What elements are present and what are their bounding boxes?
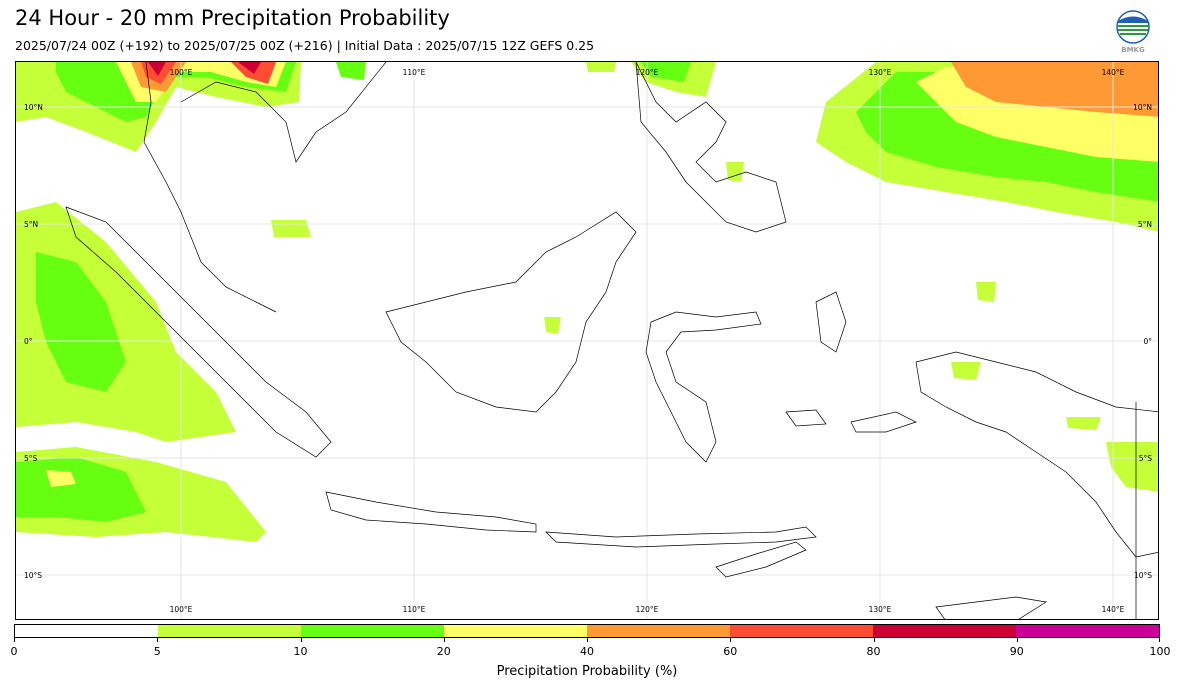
graticule: [16, 62, 1158, 619]
coastlines: [65, 62, 1158, 619]
colorbar-segment: [1016, 625, 1159, 637]
colorbar-segment: [158, 625, 301, 637]
colorbar-segment: [15, 625, 158, 637]
svg-text:110°E: 110°E: [403, 605, 426, 614]
colorbar-tick-label: 40: [580, 645, 594, 658]
colorbar-title: Precipitation Probability (%): [496, 664, 678, 679]
colorbar-tick-label: 10: [293, 645, 308, 658]
colorbar-tick: [873, 638, 875, 642]
colorbar-segment: [444, 625, 587, 637]
svg-text:10°S: 10°S: [1134, 571, 1152, 580]
colorbar-tick: [300, 638, 302, 642]
svg-text:0°: 0°: [1143, 337, 1152, 346]
colorbar-tick: [1016, 638, 1018, 642]
lon-labels-top: 100°E 110°E 120°E 130°E 140°E: [170, 68, 1125, 77]
colorbar-tick-label: 0: [10, 645, 18, 658]
svg-text:120°E: 120°E: [636, 68, 659, 77]
svg-text:5°N: 5°N: [24, 220, 38, 229]
colorbar-segment: [730, 625, 873, 637]
svg-text:120°E: 120°E: [636, 605, 659, 614]
colorbar-tick-label: 100: [1149, 645, 1171, 658]
svg-text:140°E: 140°E: [1102, 68, 1125, 77]
chart-title: 24 Hour - 20 mm Precipitation Probabilit…: [15, 6, 450, 30]
bmkg-logo: BMKG: [1116, 10, 1150, 54]
svg-text:5°N: 5°N: [1138, 220, 1152, 229]
svg-text:0°: 0°: [24, 337, 33, 346]
colorbar-segment: [587, 625, 730, 637]
colorbar-tick: [730, 638, 732, 642]
colorbar-tick: [157, 638, 159, 642]
lon-labels-bottom: 100°E 110°E 120°E 130°E 140°E: [170, 605, 1125, 614]
colorbar-tick: [14, 638, 15, 642]
logo-text: BMKG: [1121, 46, 1145, 54]
colorbar-tick: [443, 638, 445, 642]
colorbar-tick-label: 20: [436, 645, 451, 658]
colorbar-tick-label: 90: [1009, 645, 1024, 658]
svg-text:5°S: 5°S: [24, 454, 38, 463]
svg-text:100°E: 100°E: [170, 605, 193, 614]
svg-text:140°E: 140°E: [1102, 605, 1125, 614]
lat-labels-left: 10°N 5°N 0° 5°S 10°S: [24, 103, 43, 580]
colorbar-tick-label: 5: [153, 645, 161, 658]
map-panel: 100°E 110°E 120°E 130°E 140°E 100°E 110°…: [15, 61, 1159, 620]
svg-text:100°E: 100°E: [170, 68, 193, 77]
svg-text:10°N: 10°N: [24, 103, 43, 112]
colorbar-segment: [301, 625, 444, 637]
precipitation-map: 100°E 110°E 120°E 130°E 140°E 100°E 110°…: [16, 62, 1158, 619]
svg-text:5°S: 5°S: [1139, 454, 1153, 463]
svg-text:110°E: 110°E: [403, 68, 426, 77]
colorbar-tick-label: 80: [866, 645, 881, 658]
svg-text:10°S: 10°S: [24, 571, 42, 580]
svg-text:130°E: 130°E: [869, 605, 892, 614]
colorbar-tick: [1159, 638, 1160, 642]
lat-labels-right: 10°N 5°N 0° 5°S 10°S: [1133, 103, 1152, 580]
colorbar-tick-label: 60: [723, 645, 738, 658]
colorbar: [14, 624, 1160, 638]
precip-area-west: [16, 202, 311, 542]
colorbar-tick: [587, 638, 588, 642]
svg-text:130°E: 130°E: [869, 68, 892, 77]
svg-text:10°N: 10°N: [1133, 103, 1152, 112]
colorbar-segment: [873, 625, 1016, 637]
chart-subtitle: 2025/07/24 00Z (+192) to 2025/07/25 00Z …: [15, 38, 595, 53]
precip-area-northeast: [544, 62, 1158, 492]
